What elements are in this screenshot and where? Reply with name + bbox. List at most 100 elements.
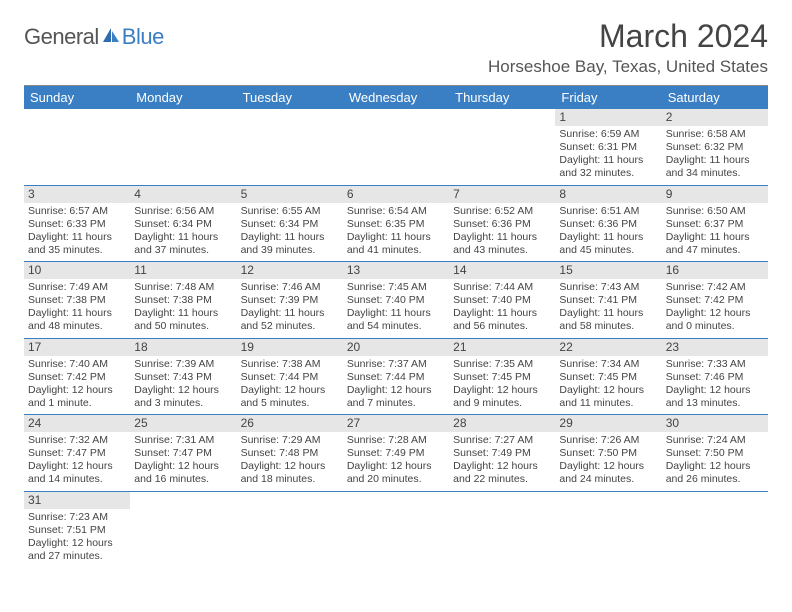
sunrise-text: Sunrise: 6:50 AM [666, 205, 764, 218]
day-number: 24 [24, 415, 130, 432]
sunrise-text: Sunrise: 7:48 AM [134, 281, 232, 294]
calendar-grid: SundayMondayTuesdayWednesdayThursdayFrid… [24, 86, 768, 567]
daylight-text: Daylight: 11 hours [28, 307, 126, 320]
calendar-cell: 14Sunrise: 7:44 AMSunset: 7:40 PMDayligh… [449, 262, 555, 339]
sunset-text: Sunset: 6:36 PM [559, 218, 657, 231]
calendar-cell-empty [343, 109, 449, 186]
calendar-cell: 1 Sunrise: 6:59 AMSunset: 6:31 PMDaylight… [555, 109, 661, 186]
calendar-cell: 20Sunrise: 7:37 AMSunset: 7:44 PMDayligh… [343, 339, 449, 416]
calendar-cell: 7Sunrise: 6:52 AMSunset: 6:36 PMDaylight… [449, 186, 555, 263]
day-number: 2 [662, 109, 768, 126]
calendar-cell: 4Sunrise: 6:56 AMSunset: 6:34 PMDaylight… [130, 186, 236, 263]
sunrise-text: Sunrise: 7:40 AM [28, 358, 126, 371]
calendar-cell-empty [555, 492, 661, 568]
daylight-text: and 26 minutes. [666, 473, 764, 486]
daylight-text: and 39 minutes. [241, 244, 339, 257]
day-number: 1 [555, 109, 661, 126]
calendar-cell-empty [130, 492, 236, 568]
sunset-text: Sunset: 6:32 PM [666, 141, 764, 154]
calendar-cell: 9Sunrise: 6:50 AMSunset: 6:37 PMDaylight… [662, 186, 768, 263]
sunset-text: Sunset: 7:38 PM [28, 294, 126, 307]
daylight-text: and 56 minutes. [453, 320, 551, 333]
sunrise-text: Sunrise: 7:46 AM [241, 281, 339, 294]
daylight-text: and 35 minutes. [28, 244, 126, 257]
daylight-text: Daylight: 11 hours [134, 231, 232, 244]
sunset-text: Sunset: 7:43 PM [134, 371, 232, 384]
daylight-text: Daylight: 12 hours [28, 460, 126, 473]
calendar-cell-empty [449, 109, 555, 186]
calendar-cell-empty [130, 109, 236, 186]
daylight-text: Daylight: 12 hours [28, 384, 126, 397]
sunrise-text: Sunrise: 7:34 AM [559, 358, 657, 371]
sunset-text: Sunset: 7:38 PM [134, 294, 232, 307]
daylight-text: Daylight: 12 hours [347, 384, 445, 397]
daylight-text: Daylight: 12 hours [666, 384, 764, 397]
sunrise-text: Sunrise: 6:52 AM [453, 205, 551, 218]
sunset-text: Sunset: 6:35 PM [347, 218, 445, 231]
day-number: 9 [662, 186, 768, 203]
daylight-text: Daylight: 12 hours [453, 384, 551, 397]
calendar-cell: 31Sunrise: 7:23 AMSunset: 7:51 PMDayligh… [24, 492, 130, 568]
day-header: Tuesday [237, 86, 343, 109]
daylight-text: Daylight: 11 hours [559, 307, 657, 320]
title-block: March 2024 Horseshoe Bay, Texas, United … [488, 18, 768, 77]
sunset-text: Sunset: 7:46 PM [666, 371, 764, 384]
daylight-text: Daylight: 12 hours [134, 460, 232, 473]
sunset-text: Sunset: 6:33 PM [28, 218, 126, 231]
calendar-cell: 6Sunrise: 6:54 AMSunset: 6:35 PMDaylight… [343, 186, 449, 263]
daylight-text: Daylight: 12 hours [241, 460, 339, 473]
daylight-text: and 14 minutes. [28, 473, 126, 486]
calendar-cell: 8Sunrise: 6:51 AMSunset: 6:36 PMDaylight… [555, 186, 661, 263]
daylight-text: Daylight: 11 hours [241, 231, 339, 244]
sunset-text: Sunset: 7:50 PM [559, 447, 657, 460]
day-number: 22 [555, 339, 661, 356]
day-header: Thursday [449, 86, 555, 109]
calendar-cell: 16Sunrise: 7:42 AMSunset: 7:42 PMDayligh… [662, 262, 768, 339]
sunrise-text: Sunrise: 6:54 AM [347, 205, 445, 218]
day-number: 31 [24, 492, 130, 509]
day-number: 20 [343, 339, 449, 356]
day-number: 7 [449, 186, 555, 203]
sunrise-text: Sunrise: 7:29 AM [241, 434, 339, 447]
calendar-cell: 29Sunrise: 7:26 AMSunset: 7:50 PMDayligh… [555, 415, 661, 492]
daylight-text: Daylight: 12 hours [453, 460, 551, 473]
daylight-text: Daylight: 12 hours [241, 384, 339, 397]
location-text: Horseshoe Bay, Texas, United States [488, 57, 768, 77]
calendar-cell: 2Sunrise: 6:58 AMSunset: 6:32 PMDaylight… [662, 109, 768, 186]
sunrise-text: Sunrise: 6:58 AM [666, 128, 764, 141]
calendar-cell-empty [24, 109, 130, 186]
daylight-text: and 41 minutes. [347, 244, 445, 257]
sunset-text: Sunset: 7:47 PM [28, 447, 126, 460]
sunset-text: Sunset: 7:47 PM [134, 447, 232, 460]
day-header: Saturday [662, 86, 768, 109]
day-number: 10 [24, 262, 130, 279]
day-header: Wednesday [343, 86, 449, 109]
daylight-text: Daylight: 12 hours [559, 384, 657, 397]
daylight-text: and 32 minutes. [559, 167, 657, 180]
calendar-cell: 13Sunrise: 7:45 AMSunset: 7:40 PMDayligh… [343, 262, 449, 339]
daylight-text: and 5 minutes. [241, 397, 339, 410]
daylight-text: Daylight: 12 hours [559, 460, 657, 473]
daylight-text: and 3 minutes. [134, 397, 232, 410]
sunset-text: Sunset: 6:34 PM [241, 218, 339, 231]
calendar-cell-empty [449, 492, 555, 568]
daylight-text: and 50 minutes. [134, 320, 232, 333]
daylight-text: Daylight: 12 hours [134, 384, 232, 397]
sunset-text: Sunset: 7:49 PM [453, 447, 551, 460]
day-number: 3 [24, 186, 130, 203]
sunrise-text: Sunrise: 6:59 AM [559, 128, 657, 141]
day-number: 23 [662, 339, 768, 356]
calendar-cell-empty [237, 109, 343, 186]
day-number: 18 [130, 339, 236, 356]
calendar-cell-empty [237, 492, 343, 568]
sunrise-text: Sunrise: 7:38 AM [241, 358, 339, 371]
daylight-text: and 45 minutes. [559, 244, 657, 257]
sunset-text: Sunset: 7:51 PM [28, 524, 126, 537]
sunrise-text: Sunrise: 7:23 AM [28, 511, 126, 524]
sunset-text: Sunset: 7:44 PM [241, 371, 339, 384]
sunrise-text: Sunrise: 6:51 AM [559, 205, 657, 218]
daylight-text: Daylight: 11 hours [453, 307, 551, 320]
sunset-text: Sunset: 6:31 PM [559, 141, 657, 154]
calendar-cell: 10Sunrise: 7:49 AMSunset: 7:38 PMDayligh… [24, 262, 130, 339]
daylight-text: Daylight: 11 hours [559, 154, 657, 167]
